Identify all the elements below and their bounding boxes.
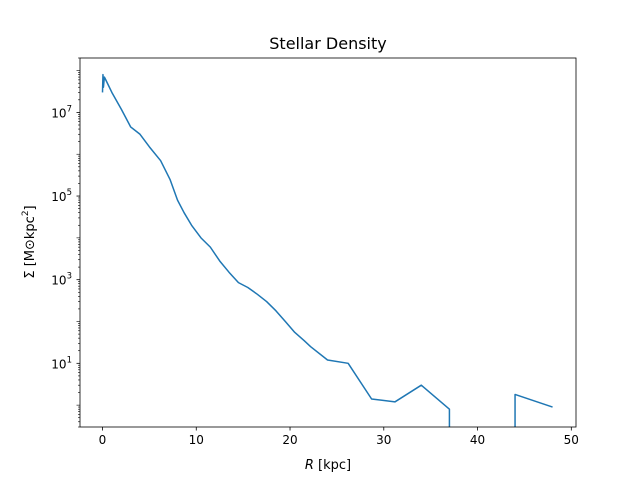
x-axis-ticks: 0 10 20 30 40 50: [99, 427, 579, 447]
chart-title: Stellar Density: [269, 34, 386, 53]
x-axis-label-variable: R: [305, 458, 314, 473]
series-0-line-segment-1: [514, 393, 553, 427]
y-axis-label-close: ]: [23, 205, 38, 210]
y-tick-label-exponent: 5: [67, 188, 72, 198]
x-tick-label: 50: [564, 433, 579, 447]
y-tick-label-exponent: 7: [67, 104, 72, 114]
y-tick-label-base: 10: [51, 274, 66, 288]
y-tick-label-base: 10: [51, 190, 66, 204]
y-axis-label-base: Σ [M⊙kpc: [23, 216, 38, 278]
y-tick-label-exponent: 3: [67, 272, 72, 282]
x-tick-label: 10: [189, 433, 204, 447]
y-tick-label: 101: [51, 355, 72, 371]
y-tick-label-base: 10: [51, 106, 66, 120]
x-tick-label: 30: [376, 433, 391, 447]
x-axis-label-unit: [kpc]: [314, 458, 351, 473]
y-tick-label-exponent: 1: [67, 355, 72, 365]
x-axis-label: R [kpc]: [305, 458, 351, 473]
plot-area: [80, 58, 576, 427]
series-0-line-segment-0: [101, 73, 451, 427]
series-lines: [101, 73, 553, 427]
x-tick-label: 0: [99, 433, 107, 447]
x-tick-label: 40: [470, 433, 485, 447]
y-axis-label: Σ [M⊙kpc2]: [21, 205, 38, 278]
y-axis-label-superscript: 2: [21, 210, 31, 216]
x-tick-label: 20: [282, 433, 297, 447]
y-tick-label: 107: [51, 104, 72, 120]
plot-frame: [79, 57, 577, 428]
y-tick-label: 105: [51, 188, 72, 204]
y-tick-label-base: 10: [51, 357, 66, 371]
y-tick-label: 103: [51, 272, 72, 288]
